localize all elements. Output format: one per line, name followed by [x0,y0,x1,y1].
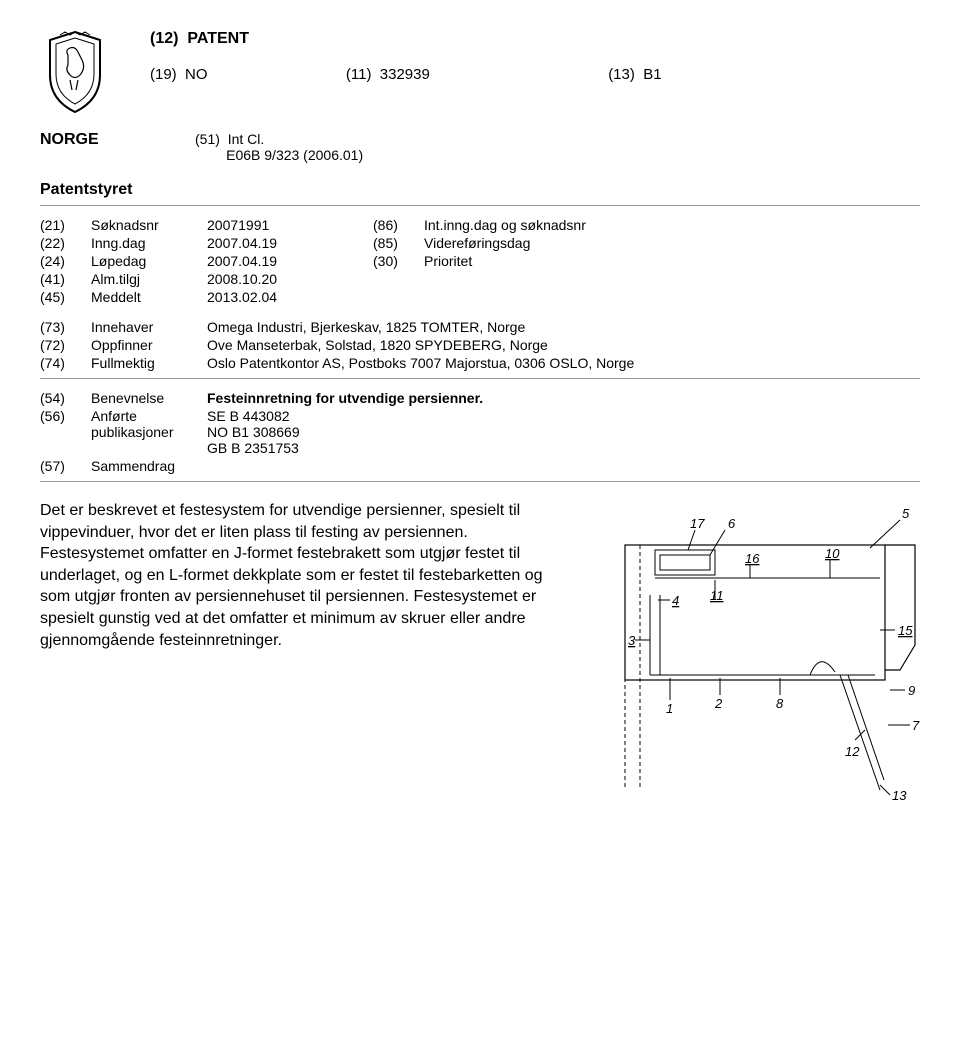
cell: 2008.10.20 [207,270,373,288]
cell: Benevnelse [91,389,207,407]
cell: Inng.dag [91,234,207,252]
table-row: (24) Løpedag 2007.04.19 (30) Prioritet [40,252,920,270]
cell: 2013.02.04 [207,288,373,306]
fig-label: 6 [728,516,736,531]
fig-label: 15 [898,623,913,638]
abstract-text: Det er beskrevet et festesystem for utve… [40,500,560,651]
divider [40,205,920,206]
divider [40,481,920,482]
fig-label: 9 [908,683,915,698]
cell: (86) [373,216,424,234]
table-row: (73) Innehaver Omega Industri, Bjerkeska… [40,318,920,336]
header-text-block: (12) PATENT (19) NO (11) 332939 (13) B1 [150,30,920,83]
patent-figure-icon: 17 6 5 16 10 4 11 3 15 2 8 9 1 7 12 13 [580,500,920,803]
cell: Fullmektig [91,354,207,372]
cell: Løpedag [91,252,207,270]
pub-id-line: (19) NO (11) 332939 (13) B1 [150,66,920,83]
inid-11: (11) [346,66,372,83]
cell: Alm.tilgj [91,270,207,288]
cell: Sammendrag [91,457,207,475]
fig-label: 1 [666,701,673,716]
fig-label: 12 [845,744,860,759]
cell: Videreføringsdag [424,234,920,252]
cell: Innehaver [91,318,207,336]
cell: (73) [40,318,91,336]
table-row: (21) Søknadsnr 20071991 (86) Int.inng.da… [40,216,920,234]
cell: (21) [40,216,91,234]
cell: (72) [40,336,91,354]
cell: (54) [40,389,91,407]
table-row: (57) Sammendrag [40,457,920,475]
cell: Meddelt [91,288,207,306]
pub-number: 332939 [380,66,430,83]
cited-pub: SE B 443082 [207,408,914,424]
cell: Ove Manseterbak, Solstad, 1820 SPYDEBERG… [207,336,920,354]
coat-of-arms-icon [40,30,110,115]
cited-pub: GB B 2351753 [207,440,914,456]
intcl-block: (51) Int Cl. E06B 9/323 (2006.01) [195,131,363,163]
office-name: Patentstyret [40,181,920,199]
country-code: NO [185,66,208,83]
parties-table: (73) Innehaver Omega Industri, Bjerkeska… [40,318,920,372]
table-row: (45) Meddelt 2013.02.04 [40,288,920,306]
cell: (85) [373,234,424,252]
inid-13: (13) [608,66,635,83]
cell: Anførte publikasjoner [91,407,207,457]
invention-title: Festeinnretning for utvendige persienner… [207,389,920,407]
title-cited-table: (54) Benevnelse Festeinnretning for utve… [40,389,920,475]
cell: 20071991 [207,216,373,234]
fig-label: 7 [912,718,920,733]
document-header: (12) PATENT (19) NO (11) 332939 (13) B1 [40,30,920,115]
table-row: (22) Inng.dag 2007.04.19 (85) Videreføri… [40,234,920,252]
fig-label: 3 [628,633,636,648]
doc-kind-line: (12) PATENT [150,30,920,48]
inid-19: (19) [150,66,177,83]
cell: (45) [40,288,91,306]
fig-label: 2 [714,696,723,711]
biblio-table-1: (21) Søknadsnr 20071991 (86) Int.inng.da… [40,216,920,306]
inid-51: (51) [195,131,220,147]
cell: Oppfinner [91,336,207,354]
cell: SE B 443082 NO B1 308669 GB B 2351753 [207,407,920,457]
cell: (30) [373,252,424,270]
norge-intcl-row: NORGE (51) Int Cl. E06B 9/323 (2006.01) [40,131,920,163]
cell: (57) [40,457,91,475]
cell: (41) [40,270,91,288]
fig-label: 5 [902,506,910,521]
cell: 2007.04.19 [207,252,373,270]
table-row: (56) Anførte publikasjoner SE B 443082 N… [40,407,920,457]
cell: Int.inng.dag og søknadsnr [424,216,920,234]
divider [40,378,920,379]
fig-label: 8 [776,696,784,711]
doc-kind: PATENT [187,30,249,47]
intcl-label: Int Cl. [228,131,265,147]
abstract-row: Det er beskrevet et festesystem for utve… [40,500,920,803]
cell: (74) [40,354,91,372]
cell: (24) [40,252,91,270]
table-row: (54) Benevnelse Festeinnretning for utve… [40,389,920,407]
inid-12: (12) [150,30,178,47]
fig-label: 13 [892,788,907,800]
cited-pub: NO B1 308669 [207,424,914,440]
table-row: (72) Oppfinner Ove Manseterbak, Solstad,… [40,336,920,354]
cell: Søknadsnr [91,216,207,234]
fig-label: 16 [745,551,760,566]
cell: (22) [40,234,91,252]
fig-label: 11 [710,588,724,603]
fig-label: 10 [825,546,840,561]
fig-label: 4 [672,593,679,608]
cell: (56) [40,407,91,457]
cell: Omega Industri, Bjerkeskav, 1825 TOMTER,… [207,318,920,336]
cell: 2007.04.19 [207,234,373,252]
cell: Prioritet [424,252,920,270]
table-row: (74) Fullmektig Oslo Patentkontor AS, Po… [40,354,920,372]
country-name: NORGE [40,131,195,149]
kind-code: B1 [643,66,661,83]
table-row: (41) Alm.tilgj 2008.10.20 [40,270,920,288]
fig-label: 17 [690,516,705,531]
cell: Oslo Patentkontor AS, Postboks 7007 Majo… [207,354,920,372]
intcl-value: E06B 9/323 (2006.01) [226,147,363,163]
